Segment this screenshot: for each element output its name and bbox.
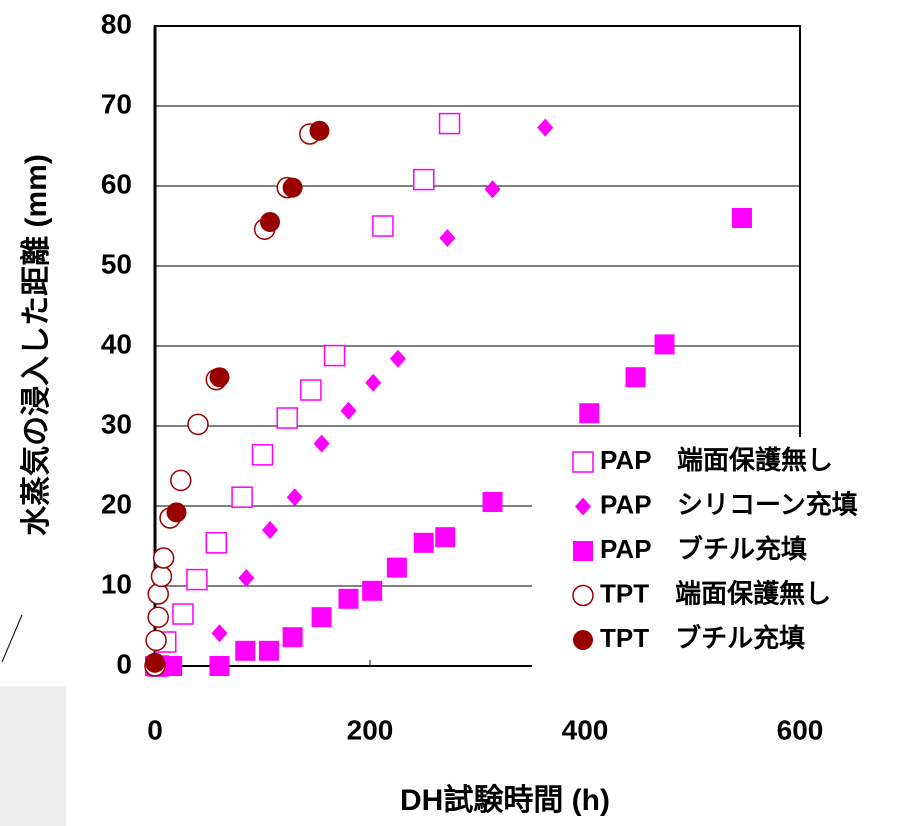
data-point	[232, 487, 252, 507]
chart: DH試験時間 (h) 水蒸気の浸入した距離 (mm) 0 10 20 30 40 50 60…	[0, 0, 909, 826]
data-point	[253, 445, 273, 465]
data-point	[309, 121, 329, 141]
data-point	[146, 630, 166, 650]
data-point	[537, 119, 553, 137]
data-point	[148, 607, 168, 627]
data-point	[167, 502, 187, 522]
data-point	[439, 229, 455, 247]
connector-line	[2, 615, 22, 662]
data-point	[655, 334, 675, 354]
legend-label: PAP シリコーン充填	[600, 489, 858, 519]
data-point	[390, 350, 406, 368]
data-point	[283, 627, 303, 647]
y-tick-label: 20	[101, 488, 132, 519]
data-point	[154, 548, 174, 568]
data-point	[579, 403, 599, 423]
data-point	[173, 604, 193, 624]
data-point	[483, 492, 503, 512]
data-point	[339, 589, 359, 609]
legend-label: PAP 端面保護無し	[600, 445, 833, 475]
data-point	[259, 641, 279, 661]
data-point	[212, 624, 228, 642]
legend-marker	[573, 452, 593, 472]
data-point	[365, 374, 381, 392]
data-point	[262, 521, 278, 539]
x-tick-label: 0	[147, 714, 163, 745]
data-point	[440, 114, 460, 134]
data-point	[283, 178, 303, 198]
legend-label: PAP ブチル充填	[600, 534, 807, 564]
data-point	[151, 566, 171, 586]
legend-marker	[573, 586, 593, 606]
data-point	[362, 581, 382, 601]
data-point	[238, 569, 254, 587]
data-point	[188, 414, 208, 434]
background-fragment	[0, 686, 66, 826]
y-tick-label: 0	[116, 648, 132, 679]
y-axis-label: 水蒸気の浸入した距離 (mm)	[19, 154, 53, 536]
y-tick-label: 80	[101, 8, 132, 39]
data-point	[277, 408, 297, 428]
data-point	[314, 435, 330, 453]
data-point	[435, 527, 455, 547]
data-point	[312, 607, 332, 627]
data-point	[485, 180, 501, 198]
data-point	[171, 470, 191, 490]
data-point	[287, 488, 303, 506]
data-point	[210, 367, 230, 387]
data-point	[732, 208, 752, 228]
data-point	[301, 380, 321, 400]
legend-marker	[573, 630, 593, 650]
data-point	[626, 367, 646, 387]
data-point	[187, 570, 207, 590]
data-point	[341, 402, 357, 420]
y-tick-label: 50	[101, 248, 132, 279]
y-tick-label: 60	[101, 168, 132, 199]
data-point	[148, 584, 168, 604]
x-axis-label: DH試験時間 (h)	[400, 783, 610, 817]
y-tick-label: 40	[101, 328, 132, 359]
data-point	[387, 558, 407, 578]
data-point	[414, 170, 434, 190]
legend-marker	[573, 541, 593, 561]
legend-label: TPT ブチル充填	[600, 623, 805, 653]
data-point	[373, 216, 393, 236]
x-tick-label: 400	[562, 714, 609, 745]
data-point	[145, 653, 165, 673]
y-tick-label: 10	[101, 568, 132, 599]
data-point	[325, 346, 345, 366]
x-tick-label: 200	[347, 714, 394, 745]
y-tick-label: 30	[101, 408, 132, 439]
data-point	[235, 641, 255, 661]
data-point	[206, 533, 226, 553]
y-tick-label: 70	[101, 88, 132, 119]
legend-label: TPT 端面保護無し	[600, 578, 831, 608]
data-point	[260, 212, 280, 232]
data-point	[414, 533, 434, 553]
x-tick-label: 600	[777, 714, 824, 745]
data-point	[210, 656, 230, 676]
